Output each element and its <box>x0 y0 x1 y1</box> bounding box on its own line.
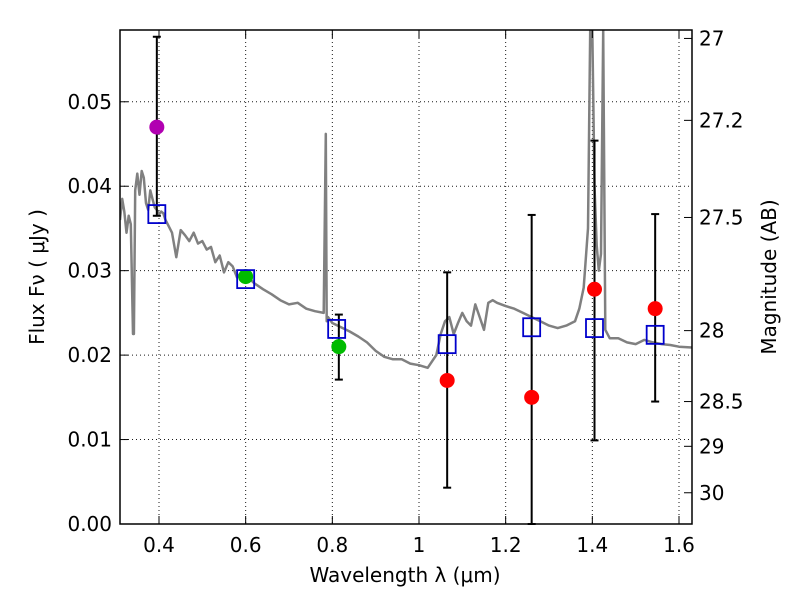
x-tick-label: 1.4 <box>576 533 608 557</box>
grid <box>120 30 692 525</box>
x-tick-label: 1 <box>413 533 426 557</box>
y-tick-label: 0.02 <box>67 343 112 367</box>
observed-point <box>149 119 165 135</box>
x-tick-label: 0.4 <box>143 533 175 557</box>
model-spectrum-line <box>120 30 692 370</box>
right-tick-label: 30 <box>699 481 724 505</box>
x-tick-label: 0.6 <box>230 533 262 557</box>
right-tick-label: 29 <box>699 434 724 458</box>
y-tick-label: 0.01 <box>67 428 112 452</box>
observed-point <box>238 269 254 285</box>
plot-frame <box>119 29 693 525</box>
observed-point <box>647 301 663 317</box>
data-layer <box>120 30 692 525</box>
x-tick-label: 1.6 <box>663 533 695 557</box>
right-tick-label: 28 <box>699 319 724 343</box>
y-axis-right: 27 27.2 27.5 28 28.5 29 30 <box>684 26 744 505</box>
y-tick-label: 0.05 <box>67 90 112 114</box>
y-axis-left: 0.00 0.01 0.02 0.03 0.04 0.05 <box>67 90 128 536</box>
model-photometry-square <box>522 317 542 338</box>
right-tick-label: 27 <box>699 26 724 50</box>
model-photometry-square <box>585 318 604 338</box>
error-bar <box>527 213 536 525</box>
right-tick-label: 28.5 <box>699 390 744 414</box>
observed-point <box>524 389 540 405</box>
observed-point <box>439 372 455 388</box>
y-axis-right-title: Magnitude (AB) <box>757 199 781 354</box>
y-tick-label: 0.03 <box>67 259 112 283</box>
model-photometry-square <box>147 204 167 224</box>
right-tick-label: 27.5 <box>699 205 744 229</box>
observed-point <box>331 339 347 355</box>
model-photometry-square <box>645 324 665 345</box>
x-tick-label: 0.8 <box>316 533 348 557</box>
x-tick-label: 1.2 <box>490 533 522 557</box>
x-axis: 0.4 0.6 0.8 1 1.2 1.4 1.6 <box>143 30 695 557</box>
x-axis-title: Wavelength λ (μm) <box>309 563 500 587</box>
model-photometry-square <box>327 319 347 339</box>
y-tick-label: 0.00 <box>67 512 112 536</box>
model-photometry-square <box>236 269 256 290</box>
model-photometry-square <box>437 334 457 355</box>
right-tick-label: 27.2 <box>699 108 744 132</box>
observed-point <box>587 281 602 297</box>
y-tick-label: 0.04 <box>67 174 112 198</box>
y-axis-title: Flux Fν ( μJy ) <box>25 209 49 345</box>
plot-area <box>120 30 692 370</box>
